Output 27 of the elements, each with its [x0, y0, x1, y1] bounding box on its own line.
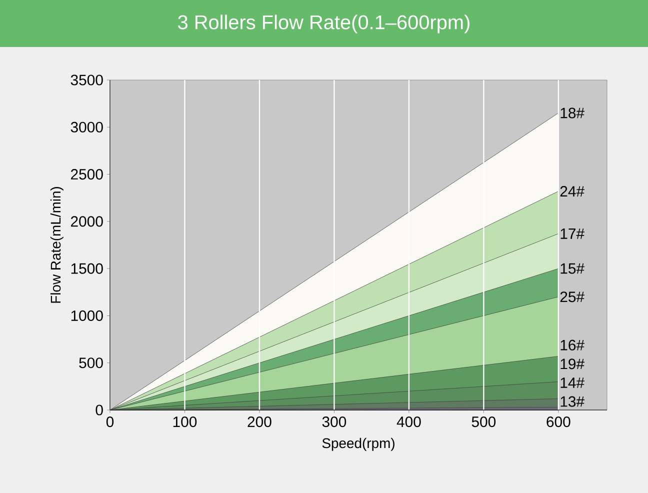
x-tick-label: 200 — [248, 416, 272, 428]
y-tick-label: 0 — [96, 404, 103, 416]
chart-title: 3 Rollers Flow Rate(0.1–600rpm) — [178, 14, 470, 34]
series-label: 16# — [560, 340, 584, 350]
series-label: 13# — [560, 396, 584, 407]
series-label: 18# — [560, 108, 584, 118]
y-tick-label: 2000 — [70, 216, 103, 227]
y-tick-label: 3500 — [70, 74, 103, 86]
x-tick-label: 300 — [322, 416, 346, 428]
series-label: 14# — [560, 378, 584, 388]
x-tick-label: 500 — [472, 416, 496, 428]
y-tick-label: 500 — [79, 358, 103, 368]
series-label: 25# — [560, 292, 584, 302]
y-tick-label: 1000 — [71, 310, 103, 321]
series-label: 17# — [560, 228, 584, 239]
x-tick-label: 0 — [106, 416, 114, 428]
x-tick-label: 400 — [396, 416, 421, 428]
series-label: 15# — [560, 263, 584, 274]
y-axis-title: Flow Rate(mL/min) — [50, 186, 64, 303]
series-label: 19# — [560, 358, 584, 370]
y-tick-label: 3000 — [70, 122, 103, 132]
x-tick-label: 100 — [173, 416, 197, 428]
series-label: 24# — [560, 186, 584, 196]
y-tick-label: 1500 — [71, 263, 103, 274]
y-tick-label: 2500 — [70, 168, 103, 180]
x-axis-title: Speed(rpm) — [322, 438, 394, 451]
x-tick-label: 600 — [546, 416, 570, 428]
